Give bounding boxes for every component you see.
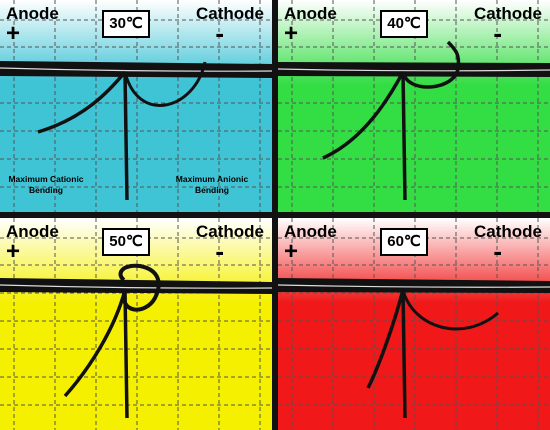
anionic-bend: [123, 61, 207, 107]
panel-50c: Anode + Cathode - 50℃: [0, 218, 272, 430]
electrode-bar: [0, 278, 272, 294]
electrode-bar: [278, 278, 550, 293]
cationic-bend: [366, 289, 405, 389]
cationic-bend: [322, 71, 405, 160]
plus-sign: +: [6, 238, 21, 265]
stem: [401, 71, 407, 201]
minus-sign: -: [215, 236, 224, 266]
anode-label: Anode: [6, 4, 59, 23]
minus-sign: -: [493, 18, 502, 48]
stem: [401, 289, 407, 419]
cathode-label: Cathode: [474, 4, 542, 23]
minus-sign: -: [493, 236, 502, 266]
stem: [123, 71, 129, 201]
stem: [123, 289, 129, 419]
cathode-label: Cathode: [196, 4, 264, 23]
cathode-label: Cathode: [474, 222, 542, 241]
panel-30c: Anode + Cathode - 30℃ Maximum Cationic B…: [0, 0, 272, 212]
electrode-bar: [278, 62, 550, 77]
temperature-label: 50℃: [102, 228, 150, 256]
cationic-bend: [63, 289, 127, 398]
plus-sign: +: [284, 20, 299, 47]
anode-label: Anode: [284, 222, 337, 241]
panel-60c: Anode + Cathode - 60℃: [278, 218, 550, 430]
temperature-label: 60℃: [380, 228, 428, 256]
anionic-bend: [401, 289, 499, 331]
cationic-note: Maximum Cationic Bending: [8, 174, 84, 195]
minus-sign: -: [215, 18, 224, 48]
plus-sign: +: [6, 20, 21, 47]
temperature-label: 40℃: [380, 10, 428, 38]
temperature-label: 30℃: [102, 10, 150, 38]
cathode-label: Cathode: [196, 222, 264, 241]
anionic-bend: [401, 40, 461, 89]
panel-40c: Anode + Cathode - 40℃: [278, 0, 550, 212]
cationic-bend: [37, 70, 127, 134]
anode-label: Anode: [6, 222, 59, 241]
anionic-note: Maximum Anionic Bending: [175, 174, 249, 195]
anionic-loop: [118, 263, 161, 312]
anode-label: Anode: [284, 4, 337, 23]
plus-sign: +: [284, 238, 299, 265]
